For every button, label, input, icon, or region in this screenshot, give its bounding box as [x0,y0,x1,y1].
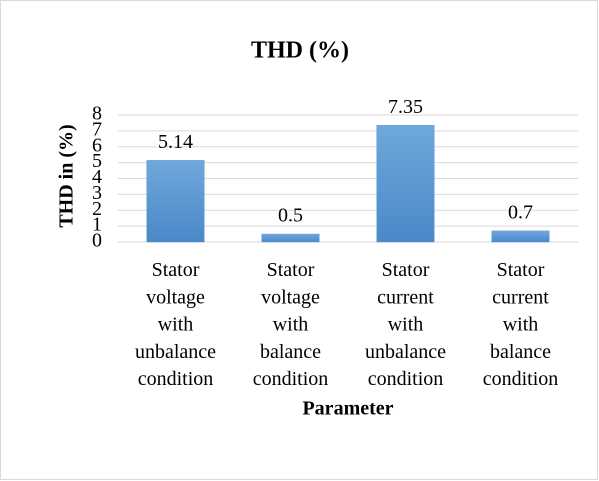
data-label: 5.14 [158,131,193,153]
bar [376,125,435,243]
x-tick-line: with [388,313,424,335]
x-tick-line: unbalance [135,340,216,362]
x-tick-line: condition [483,368,559,390]
y-tick-label: 2 [92,198,102,220]
data-label: 7.35 [388,96,423,118]
x-tick-line: with [158,313,194,335]
x-tick-line: voltage [261,286,320,308]
x-tick-line: with [273,313,309,335]
bar [261,233,320,243]
x-axis-label: Parameter [302,398,393,420]
data-label: 0.7 [508,201,533,223]
y-tick-label: 3 [92,182,102,204]
x-tick-line: with [503,313,539,335]
x-tick-label: Stator voltage with balance condition [253,259,329,390]
x-tick-line: condition [138,368,214,390]
y-tick-label: 4 [92,166,102,188]
x-tick-label: Stator current with balance condition [483,259,559,390]
bar [146,160,205,243]
y-tick-label: 6 [92,134,102,156]
bar [491,230,550,243]
x-tick-line: balance [260,340,321,362]
x-tick-line: Stator [382,259,430,281]
y-axis-label: THD in (%) [56,124,78,227]
x-tick-line: current [377,286,434,308]
y-tick-label: 0 [92,230,102,252]
x-tick-line: Stator [267,259,315,281]
x-tick-line: unbalance [365,340,446,362]
y-tick-label: 8 [92,103,102,125]
x-tick-label: Stator current with unbalance condition [365,259,446,390]
y-tick-label: 7 [92,118,102,140]
x-tick-line: voltage [146,286,205,308]
x-tick-line: condition [368,368,444,390]
chart-title: THD (%) [251,38,349,64]
x-tick-line: Stator [497,259,545,281]
x-tick-line: condition [253,368,329,390]
data-label: 0.5 [278,205,303,227]
x-tick-label: Stator voltage with unbalance condition [135,259,216,390]
y-tick-label: 5 [92,150,102,172]
x-tick-line: Stator [152,259,200,281]
x-tick-line: current [492,286,549,308]
x-tick-line: balance [490,340,551,362]
y-tick-label: 1 [92,214,102,236]
